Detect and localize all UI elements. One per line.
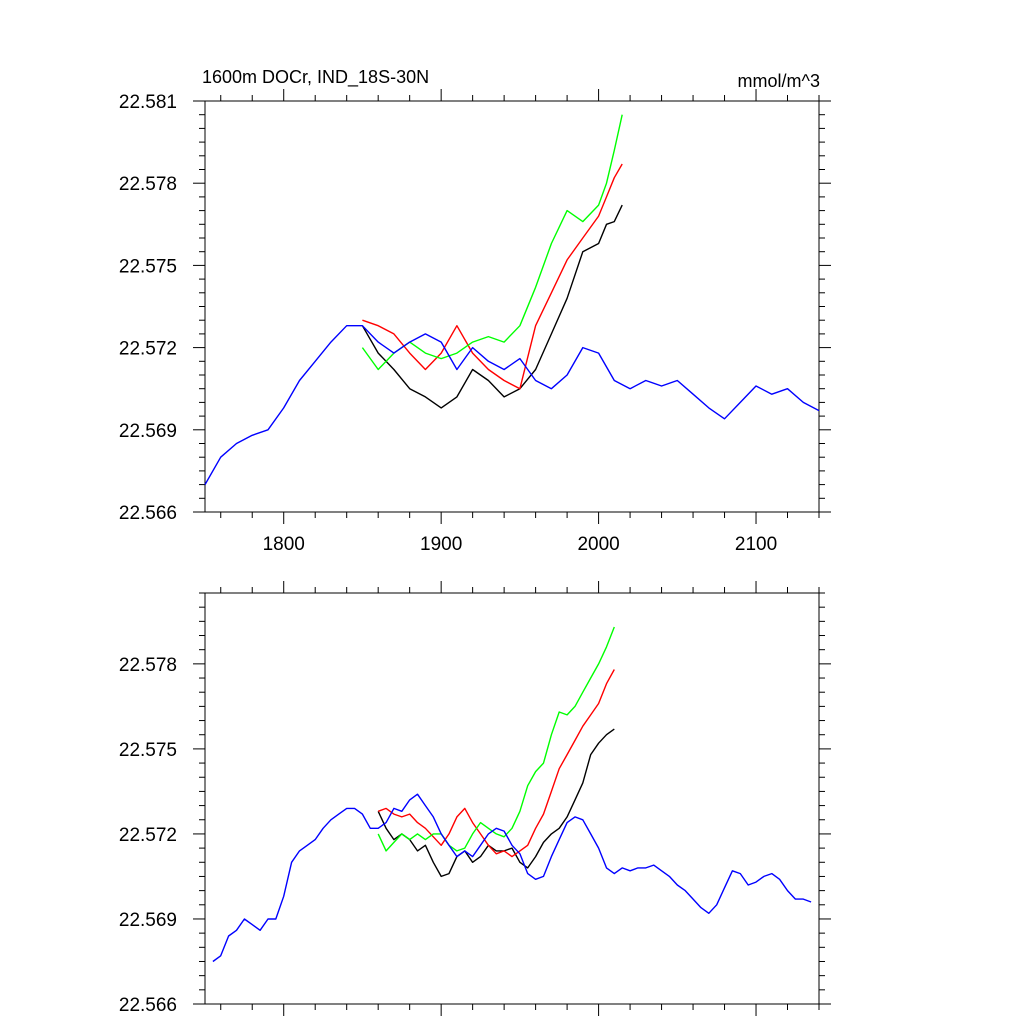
top-y-tick-label: 22.575 bbox=[119, 256, 177, 277]
bottom-series-line-2 bbox=[377, 669, 615, 858]
top-x-tick-label: 2000 bbox=[577, 534, 619, 555]
top-series-line-3 bbox=[361, 114, 623, 371]
bottom-y-tick-label: 22.575 bbox=[119, 740, 177, 761]
bottom-y-tick-label: 22.578 bbox=[119, 655, 177, 676]
top-series-line-1 bbox=[361, 204, 623, 409]
bottom-panel: 22.566 22.569 22.572 22.575 22.578 bbox=[119, 581, 831, 1016]
top-plot-frame bbox=[204, 100, 820, 513]
bottom-y-tick-label: 22.572 bbox=[119, 825, 177, 846]
top-y-tick-label: 22.566 bbox=[119, 503, 177, 524]
bottom-series-line-1 bbox=[377, 728, 615, 878]
top-ticks: 1800 1900 2000 2100 22.566 22.569 22.572 22.575… bbox=[119, 89, 831, 555]
bottom-plot-frame bbox=[204, 592, 820, 1005]
top-x-tick-label: 2100 bbox=[735, 534, 777, 555]
top-series-group bbox=[204, 114, 820, 485]
top-chart-units: mmol/m^3 bbox=[738, 71, 820, 91]
top-panel: 1600m DOCr, IND_18S-30N mmol/m^3 1800 190… bbox=[119, 67, 831, 555]
bottom-y-tick-label: 22.569 bbox=[119, 910, 177, 931]
bottom-ticks: 22.566 22.569 22.572 22.575 22.578 bbox=[119, 581, 831, 1016]
top-series-line-4 bbox=[204, 325, 820, 485]
top-y-tick-label: 22.572 bbox=[119, 339, 177, 360]
bottom-series-line-4 bbox=[212, 793, 812, 963]
bottom-y-tick-label: 22.566 bbox=[119, 995, 177, 1016]
top-y-tick-label: 22.581 bbox=[119, 92, 177, 113]
bottom-series-line-3 bbox=[377, 626, 615, 852]
bottom-series-group bbox=[212, 626, 812, 963]
top-chart-title: 1600m DOCr, IND_18S-30N bbox=[202, 67, 429, 88]
top-x-tick-label: 1900 bbox=[420, 534, 462, 555]
top-x-tick-label: 1800 bbox=[263, 534, 305, 555]
top-series-line-2 bbox=[362, 163, 623, 390]
top-y-tick-label: 22.578 bbox=[119, 174, 177, 195]
top-y-tick-label: 22.569 bbox=[119, 421, 177, 442]
